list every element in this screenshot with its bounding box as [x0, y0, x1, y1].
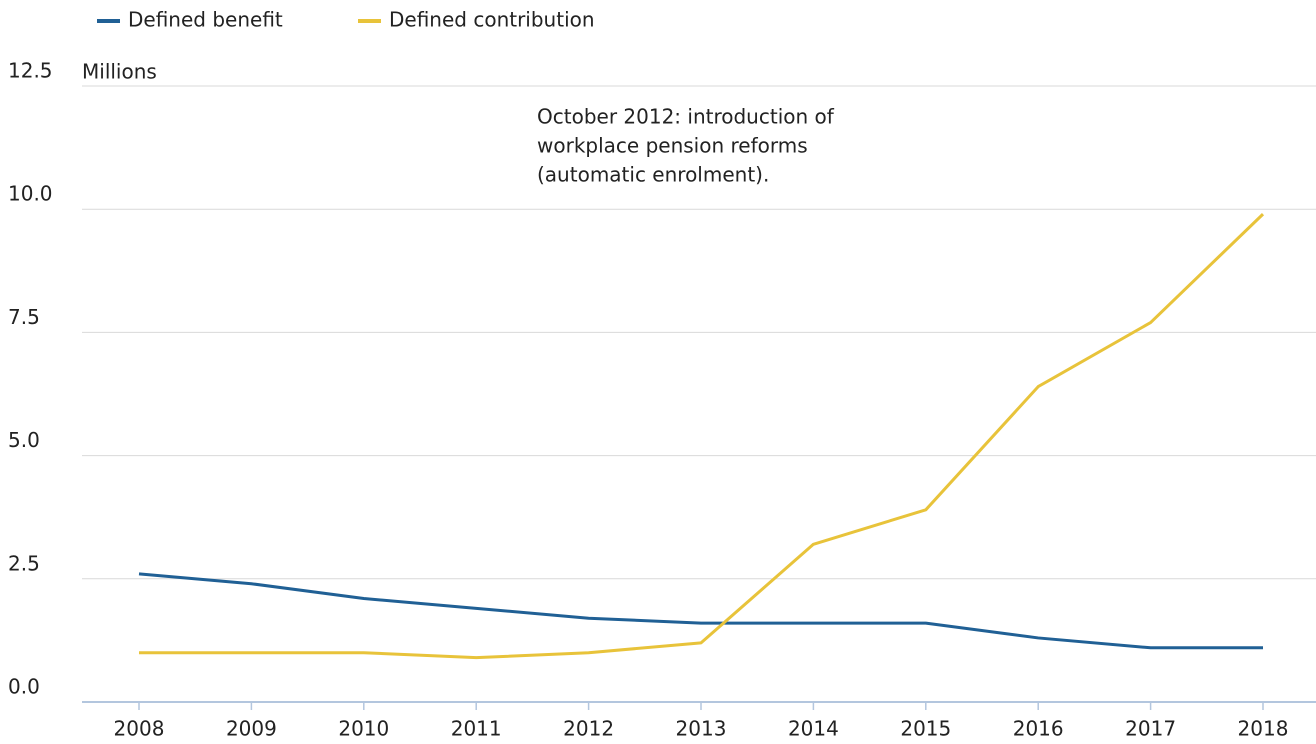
x-tick-label: 2012 — [563, 717, 614, 741]
y-tick-label: 12.5 — [8, 59, 53, 83]
y-tick-label: 2.5 — [8, 551, 40, 575]
x-tick-label: 2013 — [676, 717, 727, 741]
x-tick-label: 2011 — [451, 717, 502, 741]
annotation: October 2012: introduction of — [537, 105, 835, 129]
legend-label: Defined contribution — [389, 8, 595, 32]
series-line — [138, 572, 1263, 650]
annotation: (automatic enrolment). — [537, 163, 769, 187]
annotation: workplace pension reforms — [537, 134, 808, 158]
y-tick-label: 7.5 — [8, 305, 40, 329]
y-tick-label: 0.0 — [8, 675, 40, 699]
y-tick-label: 5.0 — [8, 428, 40, 452]
x-tick-label: 2015 — [900, 717, 951, 741]
x-tick-label: 2010 — [338, 717, 389, 741]
x-tick-label: 2008 — [114, 717, 165, 741]
y-axis-label: Millions — [82, 60, 157, 84]
x-tick-label: 2009 — [226, 717, 277, 741]
y-tick-label: 10.0 — [8, 182, 53, 206]
x-tick-label: 2017 — [1125, 717, 1176, 741]
series-line — [139, 213, 1265, 660]
x-tick-label: 2018 — [1238, 717, 1289, 741]
x-tick-label: 2014 — [788, 717, 839, 741]
legend-label: Defined benefit — [128, 8, 283, 32]
x-tick-label: 2016 — [1013, 717, 1064, 741]
